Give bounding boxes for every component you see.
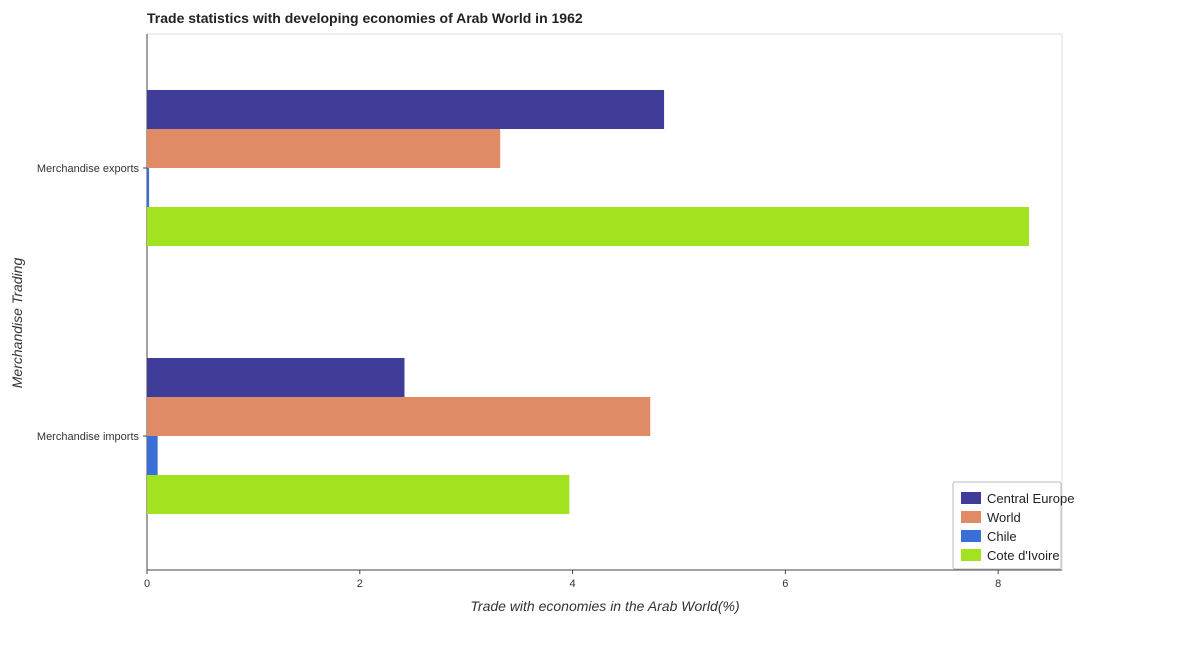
legend-swatch: [961, 530, 981, 542]
bar-cote-d-ivoire-2: [147, 475, 570, 514]
bar-central-europe-1: [147, 90, 665, 129]
chart-title: Trade statistics with developing economi…: [147, 10, 583, 26]
legend-entry: Cote d'Ivoire: [987, 548, 1060, 563]
legend-entry: World: [987, 510, 1021, 525]
x-tick-label: 0: [144, 578, 150, 590]
bar-chile-1: [147, 168, 150, 207]
bar-world-2: [147, 397, 651, 436]
y-tick-labels: Merchandise exports Merchandise imports: [37, 163, 147, 443]
y-axis-label: Merchandise Trading: [9, 258, 25, 389]
legend-swatch: [961, 549, 981, 561]
legend-swatch: [961, 492, 981, 504]
legend-entry: Chile: [987, 529, 1017, 544]
x-tick-labels: 0 2 4 6 8: [144, 570, 1001, 590]
x-tick-label: 8: [995, 578, 1001, 590]
x-tick-label: 6: [782, 578, 788, 590]
bar-central-europe-2: [147, 358, 405, 397]
legend-swatch: [961, 511, 981, 523]
legend-entry: Central Europe: [987, 491, 1074, 506]
plot-area: [146, 33, 1063, 571]
x-axis-label: Trade with economies in the Arab World(%…: [470, 598, 739, 614]
bar-world-1: [147, 129, 501, 168]
bar-chile-2: [147, 436, 158, 475]
x-tick-label: 2: [357, 578, 363, 590]
y-tick-label: Merchandise exports: [37, 163, 140, 175]
y-tick-label: Merchandise imports: [37, 431, 140, 443]
bar-cote-d-ivoire-1: [147, 207, 1030, 246]
legend: Central Europe World Chile Cote d'Ivoire: [952, 481, 1074, 570]
x-tick-label: 4: [570, 578, 576, 590]
